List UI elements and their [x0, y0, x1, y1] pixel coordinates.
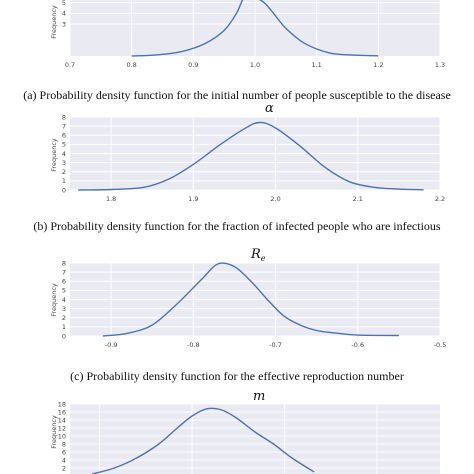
panel-b-y-tick-label: 0 [62, 186, 66, 194]
panel-c-density-line [102, 262, 399, 337]
panel-c-caption: (c) Probability density function for the… [70, 369, 404, 383]
panel-d-y-tick-label: 8 [62, 440, 66, 448]
panel-c-x-tick-label: -0.9 [105, 341, 118, 349]
panel-b-y-tick-label: 3 [62, 159, 66, 167]
panel-d-density-line [92, 407, 315, 474]
panel-d-y-tick-label: 18 [58, 400, 66, 408]
panel-c-x-tick-label: -0.5 [434, 341, 447, 349]
panel-d-grid [70, 403, 440, 474]
panel-d-y-tick-label: 6 [62, 448, 66, 456]
panel-c-y-tick-label: 0 [62, 332, 66, 340]
panel-b-y-tick-label: 8 [62, 113, 66, 121]
panel-c-y-tick-label: 2 [62, 314, 66, 322]
panel-c-x-ticks: -0.9 -0.8 -0.7 -0.6 -0.5 [105, 341, 447, 349]
panel-b-x-tick-label: 1.9 [188, 195, 198, 203]
panel-b-y-tick-label: 7 [62, 122, 66, 130]
panel-d-y-tick-label: 12 [58, 424, 66, 432]
panel-b-y-label: Frequency [50, 138, 58, 172]
panel-d-y-tick-label: 14 [58, 416, 66, 424]
panel-c-grid [70, 262, 441, 337]
panel-d-y-tick-label: 10 [58, 432, 66, 440]
panel-d-y-tick-label: 4 [62, 456, 66, 464]
panel-b-x-tick-label: 2.1 [353, 195, 363, 203]
panel-c-y-tick-label: 1 [62, 323, 66, 331]
panel-b-x-tick-label: 2.2 [435, 195, 445, 203]
panel-a-x-tick-label: 1.2 [373, 61, 383, 69]
panel-c-title-main: R [250, 247, 261, 262]
panel-a-y-label: Frequency [50, 5, 58, 39]
panel-c-x-tick-label: -0.8 [187, 341, 200, 349]
panel-c-title-subscript: e [261, 254, 266, 263]
panel-c-y-tick-label: 8 [62, 259, 66, 267]
panel-a-x-tick-label: 0.9 [188, 61, 198, 69]
panel-c-y-label: Frequency [50, 283, 58, 317]
panel-d-title: m [253, 389, 265, 404]
panel-c-y-tick-label: 5 [62, 287, 66, 295]
panel-c-x-tick-label: -0.7 [269, 341, 282, 349]
panel-b-y-tick-label: 4 [62, 150, 66, 158]
panel-d-y-tick-label: 2 [62, 464, 66, 472]
panel-c-x-tick-label: -0.6 [351, 341, 364, 349]
panel-b-y-tick-label: 2 [62, 168, 66, 176]
panel-b-x-ticks: 1.8 1.9 2.0 2.1 2.2 [106, 195, 445, 203]
panel-c-title: Re [250, 247, 266, 263]
panel-a-x-ticks: 0.7 0.8 0.9 1.0 1.1 1.2 1.3 [65, 61, 445, 69]
panel-a-y-ticks: 3 4 5 [62, 0, 66, 28]
panel-c-y-tick-label: 4 [62, 296, 66, 304]
panel-d-plot-area [70, 404, 440, 474]
panel-c-y-tick-label: 7 [62, 268, 66, 276]
panel-a-x-tick-label: 1.3 [435, 61, 445, 69]
panel-c-y-tick-label: 3 [62, 305, 66, 313]
panel-a-y-tick-label: 4 [62, 10, 66, 18]
panel-a-x-tick-label: 0.7 [65, 61, 75, 69]
panel-a-x-tick-label: 1.1 [311, 61, 321, 69]
panel-b-y-tick-label: 1 [62, 177, 66, 185]
panel-a-y-tick-label: 5 [62, 0, 66, 7]
panel-d-y-label: Frequency [50, 415, 58, 449]
panel-b-y-tick-label: 6 [62, 132, 66, 140]
panel-a-caption: (a) Probability density function for the… [23, 88, 451, 102]
panel-d-y-tick-label: 16 [58, 408, 66, 416]
panel-a-x-tick-label: 0.8 [126, 61, 136, 69]
panel-b-caption: (b) Probability density function for the… [33, 219, 441, 233]
panel-b-x-tick-label: 1.8 [106, 195, 116, 203]
panel-b-density-line [78, 121, 424, 191]
panel-b-grid [70, 116, 441, 191]
panel-a-y-tick-label: 3 [62, 20, 66, 28]
panel-b-x-tick-label: 2.0 [270, 195, 280, 203]
panel-b-title: α [265, 101, 274, 116]
panel-c-y-tick-label: 6 [62, 278, 66, 286]
panel-b-y-tick-label: 5 [62, 141, 66, 149]
panel-a-x-tick-label: 1.0 [250, 61, 260, 69]
panel-a-grid [69, 0, 441, 56]
panel-a-density-line [131, 0, 379, 57]
panel-a: 3 4 5 0.7 0.8 0.9 1.0 1.1 1.2 1.3 Frequency (a) … [23, 0, 451, 102]
